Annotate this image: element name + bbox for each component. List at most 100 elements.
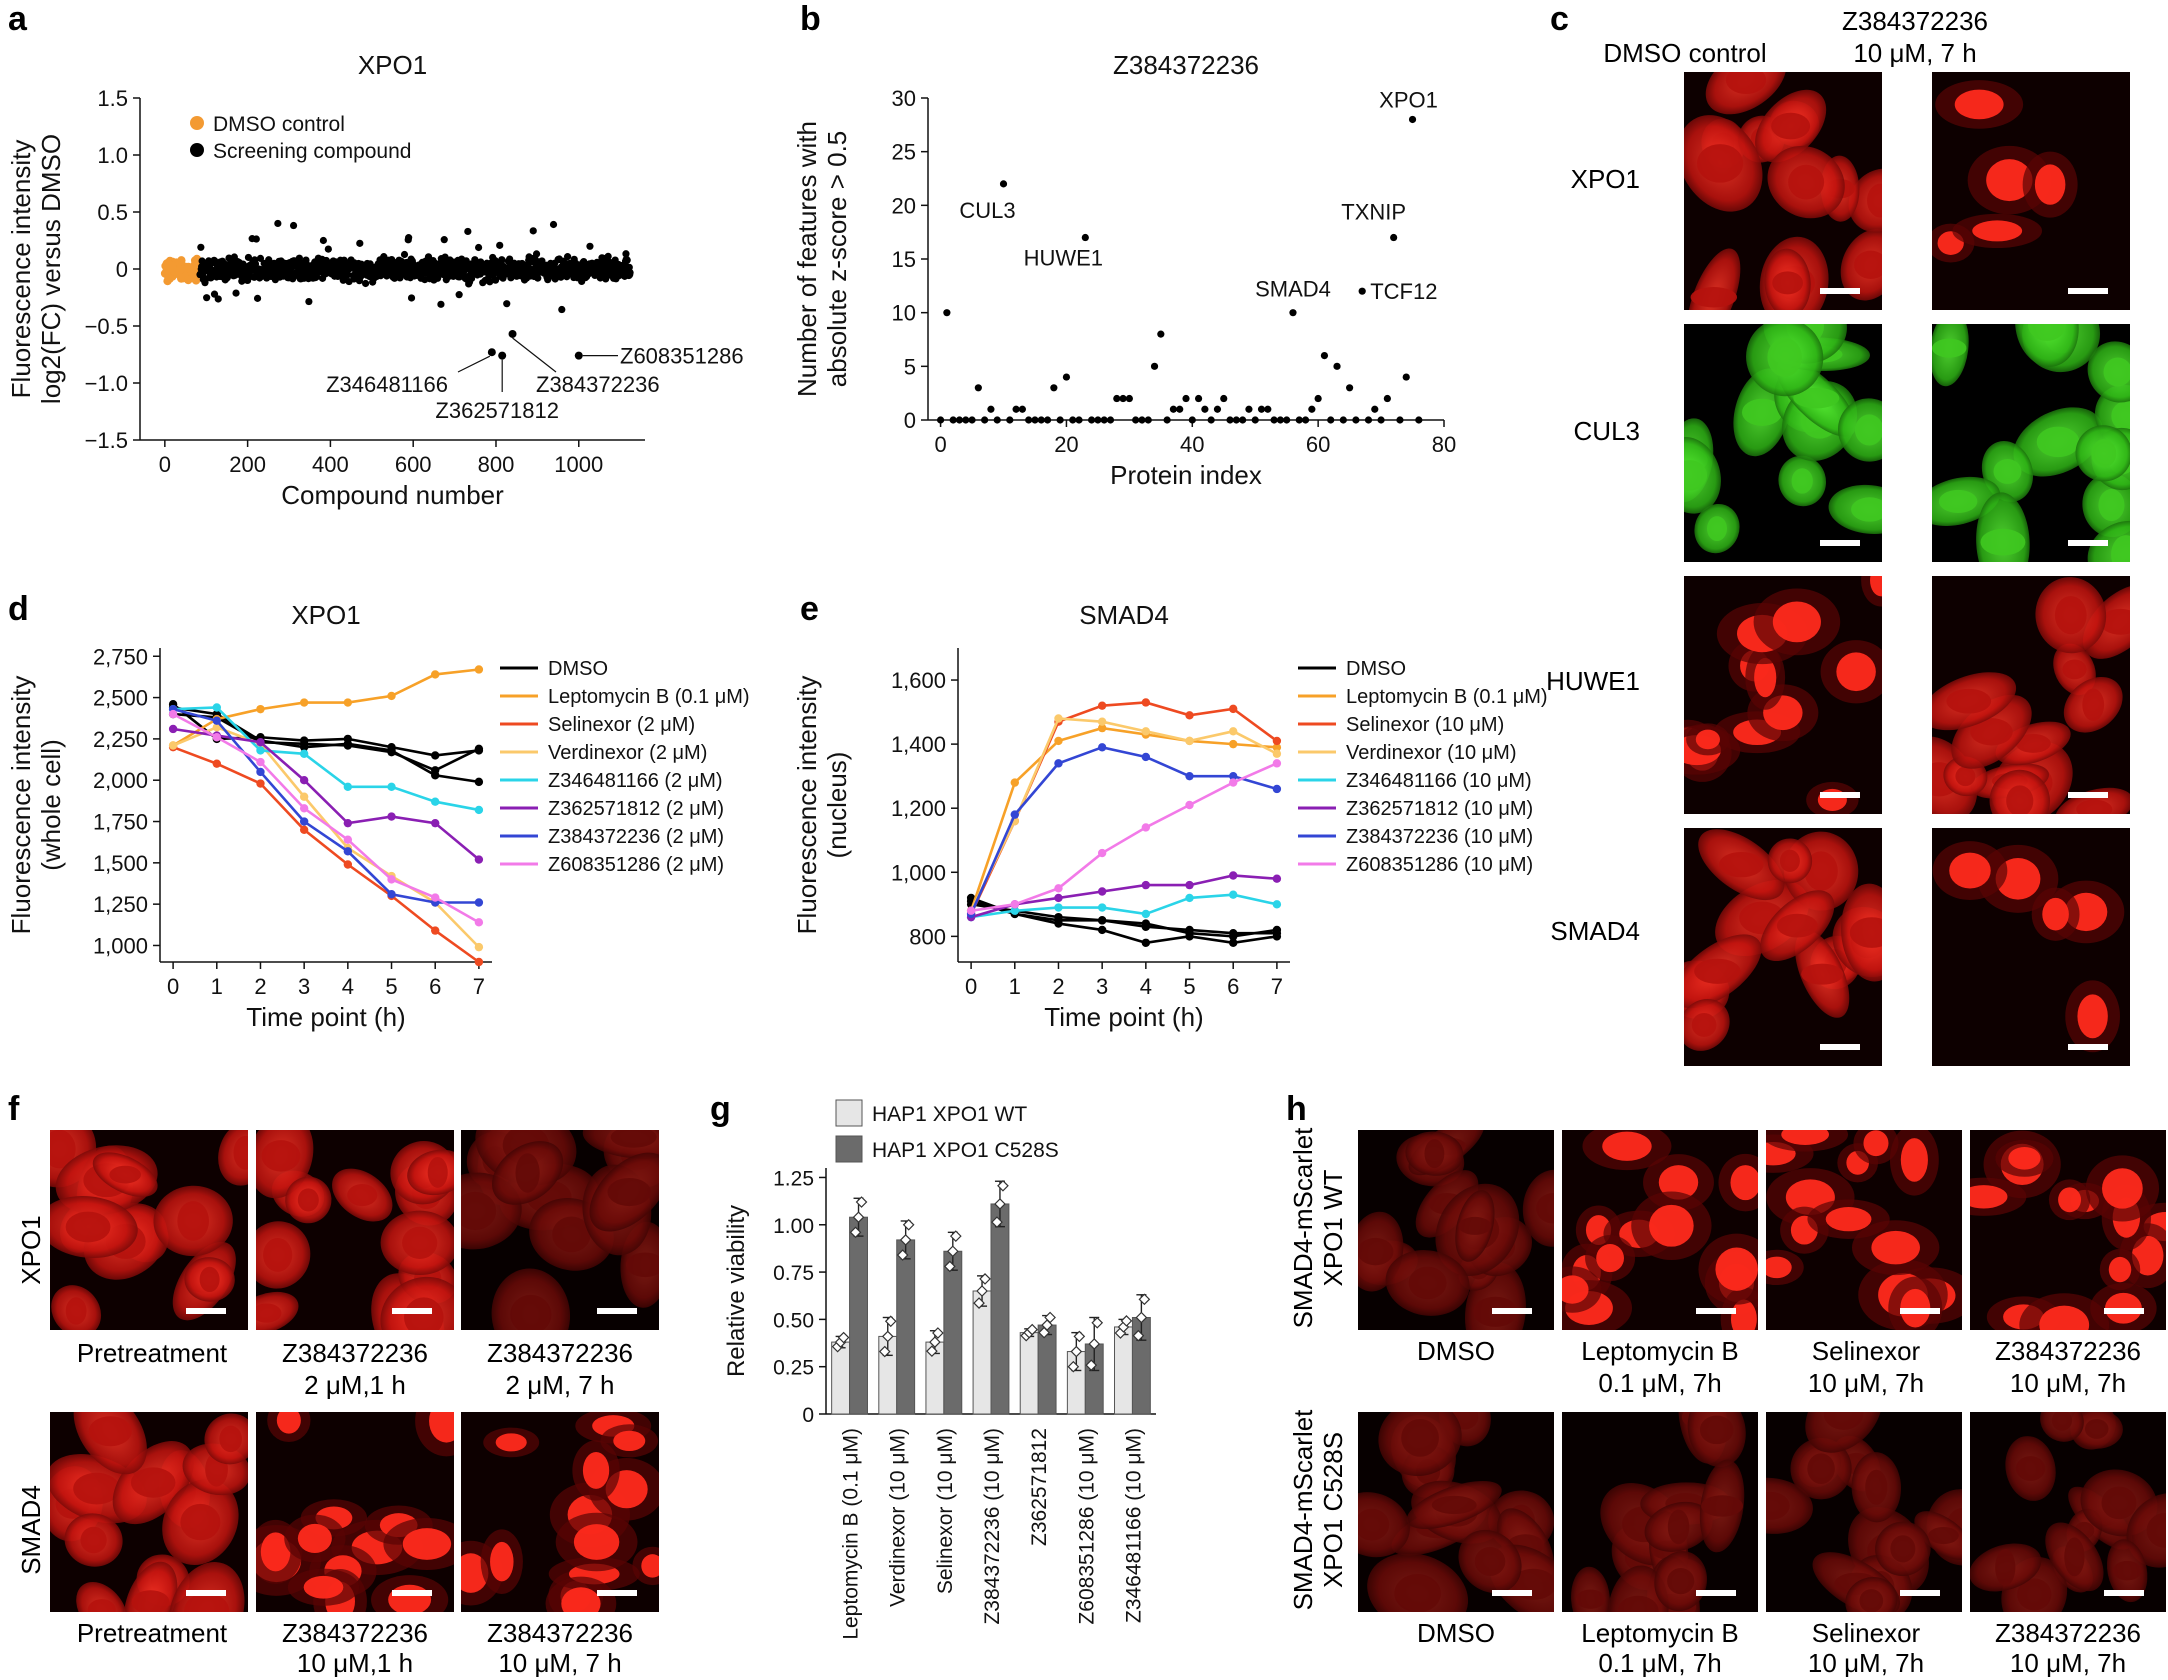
cell-nucleus <box>1793 387 1840 409</box>
series-point <box>387 691 396 701</box>
compound-point <box>455 291 463 299</box>
highlight-label: Z608351286 <box>620 344 744 369</box>
series-point <box>431 818 440 828</box>
compound-point <box>532 250 541 258</box>
micrograph <box>1766 1130 1962 1330</box>
cell-nucleus <box>1932 338 1967 358</box>
compound-point <box>289 221 298 230</box>
compound-point <box>344 270 352 279</box>
series-point <box>1185 880 1194 890</box>
cell-nucleus <box>2008 1146 2041 1170</box>
cell-nucleus <box>1602 1131 1652 1161</box>
series-point <box>1054 916 1063 925</box>
protein-point <box>1031 416 1039 424</box>
cell-nucleus <box>180 1503 221 1541</box>
protein-point <box>1295 416 1303 424</box>
micrograph <box>256 1412 454 1612</box>
series-point <box>1272 874 1282 883</box>
legend-label: Z346481166 (2 μM) <box>548 770 723 792</box>
protein-point <box>1006 416 1014 424</box>
cell-layer <box>1684 324 1882 554</box>
cell-nucleus <box>2102 1168 2143 1209</box>
panel-f-caption-bottom-2a: Z384372236 <box>282 1618 428 1648</box>
cell-layer <box>50 1130 248 1330</box>
protein-point <box>1094 416 1102 424</box>
cell-nucleus <box>582 1452 610 1489</box>
series-point <box>212 703 221 712</box>
cell-nucleus <box>80 1526 107 1554</box>
legend-label: Z384372236 (10 μM) <box>1346 826 1533 848</box>
y-tick-label: 1,750 <box>93 810 148 835</box>
replicate-point <box>994 1198 1006 1210</box>
replicate-point <box>1138 1293 1151 1306</box>
series-point <box>343 741 353 750</box>
x-tick-label: 3 <box>298 974 310 999</box>
cell-nucleus <box>1725 72 1767 95</box>
legend-label: Verdinexor (10 μM) <box>1346 742 1516 764</box>
series-point <box>1141 727 1151 736</box>
compound-point <box>361 279 370 288</box>
panel-label-h: h <box>1286 1090 1307 1128</box>
series-point <box>1229 739 1238 749</box>
series-point <box>1141 909 1151 919</box>
series-point <box>387 782 396 792</box>
cell-nucleus <box>1718 851 1764 878</box>
scale-bar <box>1900 1590 1940 1596</box>
cell-nucleus <box>1695 729 1720 750</box>
replicate-point <box>1091 1316 1104 1329</box>
panel-f-labels: XPO1 SMAD4 Pretreatment Z384372236 2 μM,… <box>16 1215 633 1678</box>
cell-nucleus <box>1871 1230 1920 1265</box>
protein-point <box>1037 416 1045 424</box>
x-tick-label: 4 <box>342 974 354 999</box>
y-tick-label: 0 <box>904 408 916 433</box>
x-category-label: Selinexor (10 μM) <box>934 1428 957 1594</box>
series-point <box>256 738 265 747</box>
compound-point <box>252 235 260 243</box>
x-tick-label: 80 <box>1432 432 1456 457</box>
cell-layer <box>1562 1130 1758 1330</box>
series-point <box>343 847 353 856</box>
cell-nucleus <box>1791 468 1813 494</box>
scale-bar <box>392 1308 432 1314</box>
y-axis-label-line1: Fluorescence intensity <box>792 676 822 935</box>
series-line <box>172 712 480 924</box>
chart-g-bar: 0 0.25 0.50 0.75 1.00 1.25 Relative viability L… <box>723 1099 1156 1640</box>
series-point <box>343 860 353 869</box>
cell-nucleus <box>1836 652 1876 692</box>
legend-label: Selinexor (10 μM) <box>1346 714 1504 736</box>
legend-label: Selinexor (2 μM) <box>548 714 695 736</box>
legend-label: HAP1 XPO1 WT <box>872 1103 1027 1126</box>
compound-point <box>529 227 537 235</box>
x-tick-label: 2 <box>1052 974 1064 999</box>
compound-point <box>324 245 332 253</box>
series-point <box>299 739 309 749</box>
series-point <box>1097 903 1107 912</box>
series-point <box>1010 900 1019 909</box>
protein-point <box>1257 405 1266 413</box>
cell-nucleus <box>1870 576 1882 597</box>
protein-point <box>1150 362 1159 370</box>
panel-h-caption-bottom-2b: 0.1 μM, 7h <box>1598 1648 1721 1678</box>
panel-f-caption-top-2a: Z384372236 <box>282 1338 428 1368</box>
legend-marker <box>190 116 204 130</box>
protein-point <box>1176 405 1184 413</box>
protein-point <box>1100 416 1108 424</box>
dmso-point <box>162 266 171 275</box>
micrograph <box>1932 576 2130 814</box>
protein-point <box>1320 352 1329 360</box>
cell-nucleus <box>1474 1547 1506 1576</box>
x-tick-label: 7 <box>473 974 485 999</box>
protein-point <box>1088 416 1096 424</box>
series-point <box>966 906 976 915</box>
micrograph <box>461 1412 659 1612</box>
dmso-point <box>165 274 174 283</box>
series-line <box>173 706 480 812</box>
cell-nucleus <box>515 1153 540 1193</box>
scale-bar <box>1492 1590 1532 1596</box>
protein-point <box>1289 309 1297 317</box>
panel-f-row-label-xpo1: XPO1 <box>16 1215 46 1284</box>
series-point <box>1141 919 1151 928</box>
series-point <box>1229 778 1238 787</box>
micrograph <box>461 1130 659 1330</box>
compound-point <box>197 243 205 251</box>
